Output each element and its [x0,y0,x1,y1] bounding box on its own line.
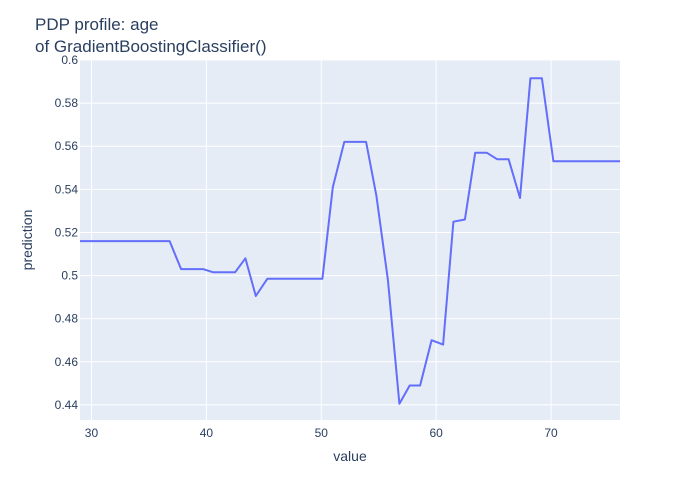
gridlines [80,59,620,420]
series-line-0 [80,77,620,405]
y-tick-label: 0.56 [55,139,79,153]
chart-title-line-2: of GradientBoostingClassifier() [35,37,266,56]
y-tick-label: 0.5 [61,269,78,283]
x-axis-ticks: 30 40 50 60 70 [85,426,558,440]
y-tick-label: 0.52 [55,225,79,239]
x-tick-label: 50 [315,426,329,440]
y-tick-label: 0.54 [55,182,79,196]
series-lines [80,77,620,405]
y-axis-title: prediction [19,210,35,271]
x-axis-title: value [333,448,367,464]
y-tick-label: 0.58 [55,96,79,110]
x-tick-label: 30 [85,426,99,440]
chart-title-line-1: PDP profile: age [35,15,158,34]
y-tick-label: 0.6 [61,53,78,67]
plot-area [80,60,620,420]
y-tick-label: 0.48 [55,312,79,326]
y-axis-ticks: 0.44 0.46 0.48 0.5 0.52 0.54 0.56 0.58 0.6 [55,53,79,412]
x-tick-label: 40 [200,426,214,440]
y-tick-label: 0.44 [55,398,79,412]
x-tick-label: 60 [429,426,443,440]
x-tick-label: 70 [544,426,558,440]
y-tick-label: 0.46 [55,355,79,369]
